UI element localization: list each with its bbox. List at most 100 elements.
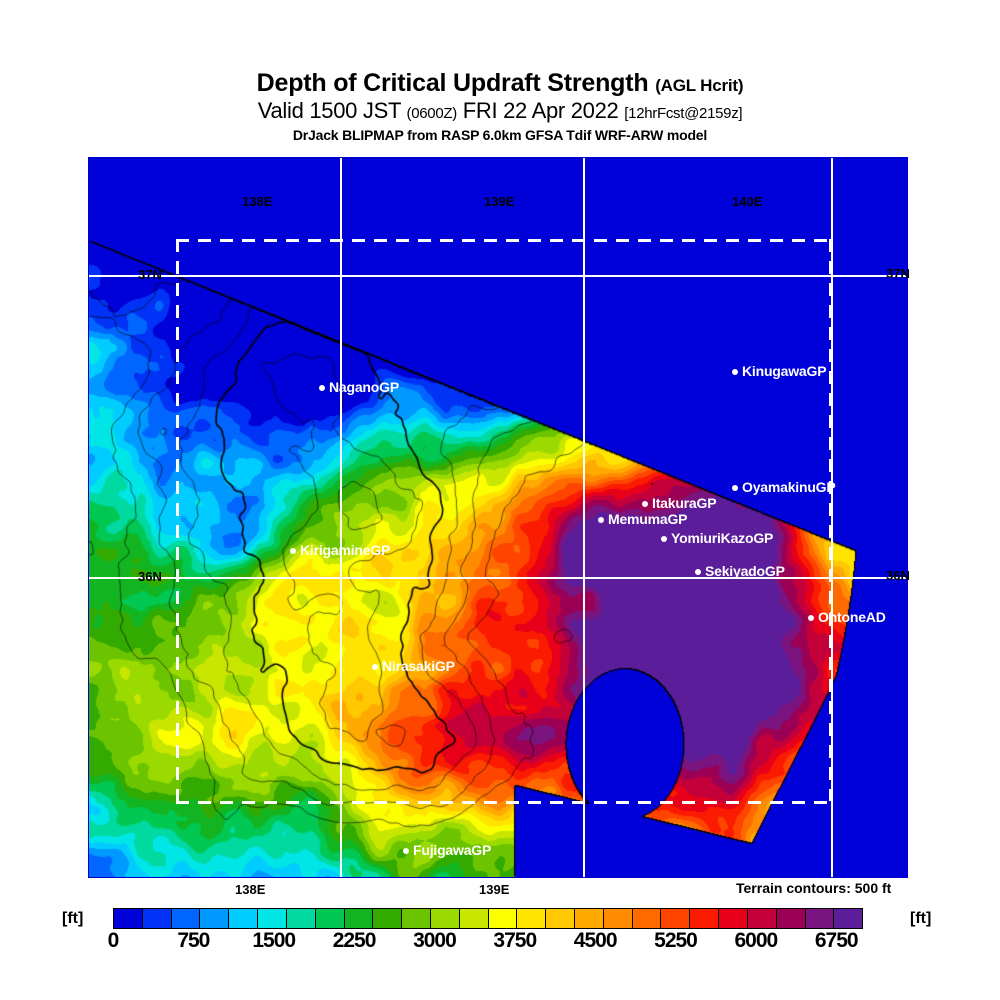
terrain-contour-note: Terrain contours: 500 ft <box>736 880 892 896</box>
domain-box-dash <box>176 415 179 428</box>
colorbar-unit-left: [ft] <box>62 910 84 927</box>
station-marker[interactable]: ItakuraGP <box>642 495 717 511</box>
station-label: KirigamineGP <box>300 542 391 558</box>
station-dot-icon <box>403 848 409 854</box>
domain-box-dash <box>176 371 179 384</box>
domain-box-dash <box>264 239 277 242</box>
domain-box-dash <box>829 283 832 296</box>
domain-box-dash <box>176 613 179 626</box>
station-marker[interactable]: SekiyadoGP <box>695 564 785 578</box>
station-label: YomiuriKazoGP <box>671 530 774 546</box>
colorbar-swatch <box>430 909 460 928</box>
domain-box-dash <box>264 801 277 804</box>
colorbar-tick-label: 5250 <box>654 929 698 952</box>
domain-box-dash <box>660 239 673 242</box>
domain-box-dash <box>176 657 179 670</box>
domain-box-dash <box>748 239 761 242</box>
domain-box-dash <box>396 801 409 804</box>
domain-box-dash <box>682 801 695 804</box>
station-label: MemumaGP <box>608 511 688 527</box>
station-dot-icon <box>290 548 296 554</box>
station-marker[interactable]: MemumaGP <box>598 511 688 527</box>
colorbar-ticks: 0 750 1500 2250 3000 3750 4500 5250 6000 6750 <box>108 929 863 957</box>
domain-box-dash <box>220 801 233 804</box>
map-overlay: NaganoGP KirigamineGP NirasakiGP FujigawaGP… <box>89 158 907 877</box>
domain-box-dash <box>792 239 805 242</box>
domain-box-dash <box>829 239 832 252</box>
colorbar-tick-label: 0 <box>107 929 120 952</box>
domain-box-dash <box>440 239 453 242</box>
domain-box-dash <box>308 801 321 804</box>
domain-box-dash <box>506 239 519 242</box>
domain-box-dash <box>572 801 585 804</box>
domain-box-dash <box>829 437 832 450</box>
colorbar-tick-label: 1500 <box>252 929 296 952</box>
longitude-label-top: 138E <box>242 194 273 209</box>
station-label: ItakuraGP <box>652 495 717 511</box>
station-marker[interactable]: KirigamineGP <box>290 542 391 558</box>
domain-box-dash <box>594 801 607 804</box>
colorbar-swatch <box>488 909 518 928</box>
domain-box-dash <box>726 801 739 804</box>
forecast-map[interactable]: NaganoGP KirigamineGP NirasakiGP FujigawaGP… <box>88 157 908 878</box>
domain-box-dash <box>176 349 179 362</box>
domain-box-dash <box>829 679 832 692</box>
station-marker[interactable]: KinugawaGP <box>732 363 827 379</box>
domain-box-dash <box>176 789 179 801</box>
colorbar-tick-label: 3750 <box>493 929 537 952</box>
domain-box-dash <box>814 239 827 242</box>
colorbar-swatch <box>719 909 748 928</box>
domain-box-dash <box>176 283 179 296</box>
colorbar-swatch <box>747 909 777 928</box>
colorbar-swatch <box>142 909 172 928</box>
graticule-line-longitude <box>583 158 585 877</box>
colorbar-swatch <box>805 909 835 928</box>
domain-box-dash <box>176 459 179 472</box>
domain-box-dash <box>829 569 832 582</box>
station-marker[interactable]: NaganoGP <box>319 380 399 394</box>
domain-box-dash <box>176 525 179 538</box>
domain-box-dash <box>220 239 233 242</box>
station-label: KinugawaGP <box>742 363 827 379</box>
colorbar-swatch <box>200 909 230 928</box>
colorbar-tick-label: 4500 <box>573 929 618 952</box>
colorbar-swatch <box>575 909 604 928</box>
domain-box-dash <box>528 801 541 804</box>
domain-box-dash <box>374 801 387 804</box>
domain-box-dash <box>176 437 179 450</box>
station-dot-icon <box>598 517 604 523</box>
station-marker[interactable]: OhtoneAD <box>808 610 886 624</box>
station-marker[interactable]: YomiuriKazoGP <box>661 530 774 546</box>
station-marker[interactable]: OyamakinuGP <box>732 479 836 495</box>
domain-box-dash <box>286 239 299 242</box>
domain-box-dash <box>176 767 179 780</box>
forecast-tag: [12hrFcst@2159z] <box>624 105 743 123</box>
station-marker[interactable]: FujigawaGP <box>403 843 491 857</box>
domain-box-dash <box>176 679 179 692</box>
colorbar-swatch <box>546 909 575 928</box>
domain-box-dash <box>829 767 832 780</box>
colorbar-swatch <box>661 909 691 928</box>
station-marker[interactable]: NirasakiGP <box>372 659 455 673</box>
colorbar-swatch <box>258 909 287 928</box>
longitude-label-bottom: 138E <box>235 882 266 897</box>
domain-box-dash <box>704 239 717 242</box>
domain-box-dash <box>484 801 497 804</box>
domain-box-dash <box>198 801 211 804</box>
updraft-depth-field <box>89 158 907 877</box>
domain-box-dash <box>286 801 299 804</box>
domain-box-dash <box>638 801 651 804</box>
colorbar-swatch <box>776 909 806 928</box>
domain-box-dash <box>418 239 431 242</box>
domain-box-dash <box>528 239 541 242</box>
domain-box-dash <box>396 239 409 242</box>
latitude-label-left: 37N <box>138 267 162 282</box>
colorbar-swatch <box>402 909 431 928</box>
colorbar-swatch <box>603 909 633 928</box>
station-label: OyamakinuGP <box>742 479 836 495</box>
domain-box-dash <box>176 801 189 804</box>
colorbar-swatch <box>286 909 316 928</box>
domain-box-dash <box>829 415 832 428</box>
station-dot-icon <box>642 501 648 507</box>
domain-box-dash <box>829 459 832 472</box>
